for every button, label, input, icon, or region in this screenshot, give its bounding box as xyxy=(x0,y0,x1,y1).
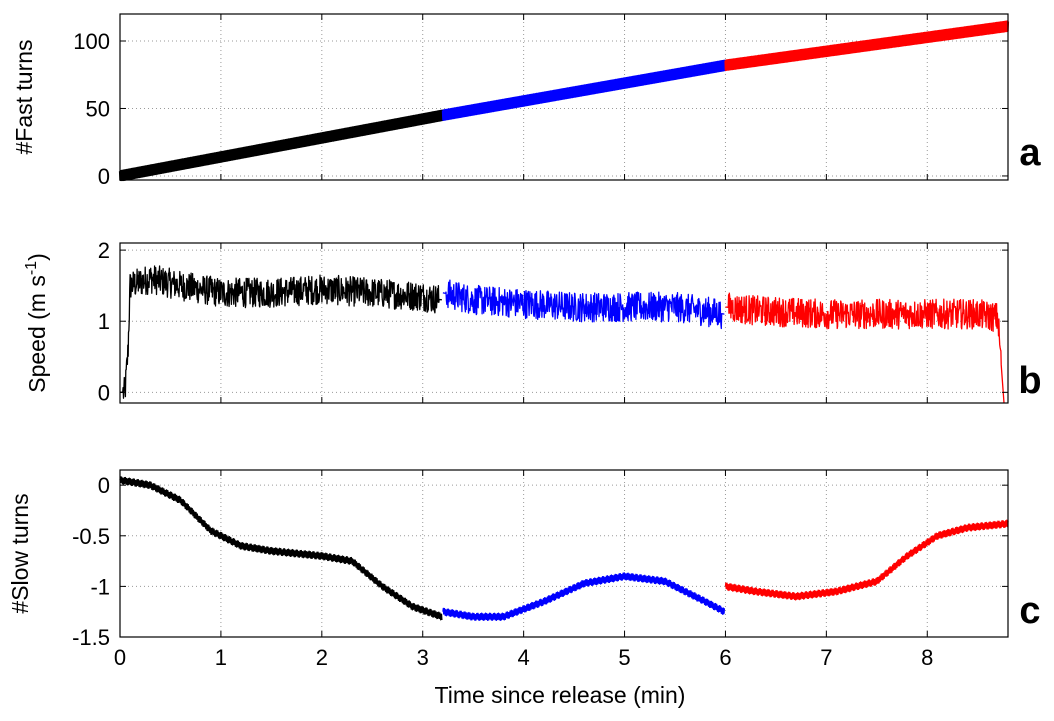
y-tick-label: 0 xyxy=(98,164,110,189)
y-tick-label: 2 xyxy=(98,238,110,263)
panel-letter-b: b xyxy=(1018,360,1041,402)
panel-c: 0 1 2 3 4 5 6 7 8 0 -0.5 -1 -1.5 #Slow turns c xyxy=(7,469,1041,670)
panel-b: 0 1 2 Speed (m s-1) b xyxy=(23,238,1042,405)
x-tick-label: 4 xyxy=(518,645,530,670)
y-tick-label: 0 xyxy=(98,380,110,405)
x-tick-label: 0 xyxy=(114,645,126,670)
series-line-b-2 xyxy=(442,279,725,330)
x-tick-label: 1 xyxy=(215,645,227,670)
axes-box xyxy=(119,13,1009,181)
y-axis-label-b: Speed (m s-1) xyxy=(23,253,50,393)
y-tick-label: -1 xyxy=(90,574,110,599)
x-tick-label: 8 xyxy=(921,645,933,670)
x-axis-label: Time since release (min) xyxy=(435,682,686,708)
y-tick-label: 0 xyxy=(98,473,110,498)
series-line-c-3 xyxy=(724,519,1009,601)
x-tick-label: 2 xyxy=(316,645,328,670)
series-line-b-3 xyxy=(725,292,1005,404)
panel-letter-a: a xyxy=(1019,132,1041,174)
x-tick-label: 6 xyxy=(719,645,731,670)
series-line-c-2 xyxy=(442,572,726,621)
series-line-a-2 xyxy=(441,59,727,121)
y-tick-label: 100 xyxy=(73,29,110,54)
series-line-b-1 xyxy=(119,265,443,399)
y-tick-label: 1 xyxy=(98,309,110,334)
panel-letter-c: c xyxy=(1019,590,1040,632)
x-tick-label: 7 xyxy=(820,645,832,670)
y-axis-label-a: #Fast turns xyxy=(11,39,37,154)
x-tick-label: 5 xyxy=(618,645,630,670)
series-line-a-3 xyxy=(724,20,1010,72)
y-tick-label: 50 xyxy=(86,96,110,121)
series-line-c-1 xyxy=(119,476,443,621)
axes-box xyxy=(119,469,1009,638)
y-tick-label: -1.5 xyxy=(72,625,110,650)
axes-box xyxy=(119,242,1009,404)
panel-a: 0 50 100 #Fast turns a xyxy=(11,13,1041,189)
series-line-a-1 xyxy=(118,109,444,182)
y-tick-label: -0.5 xyxy=(72,524,110,549)
y-axis-label-c: #Slow turns xyxy=(7,493,33,613)
x-tick-label: 3 xyxy=(417,645,429,670)
